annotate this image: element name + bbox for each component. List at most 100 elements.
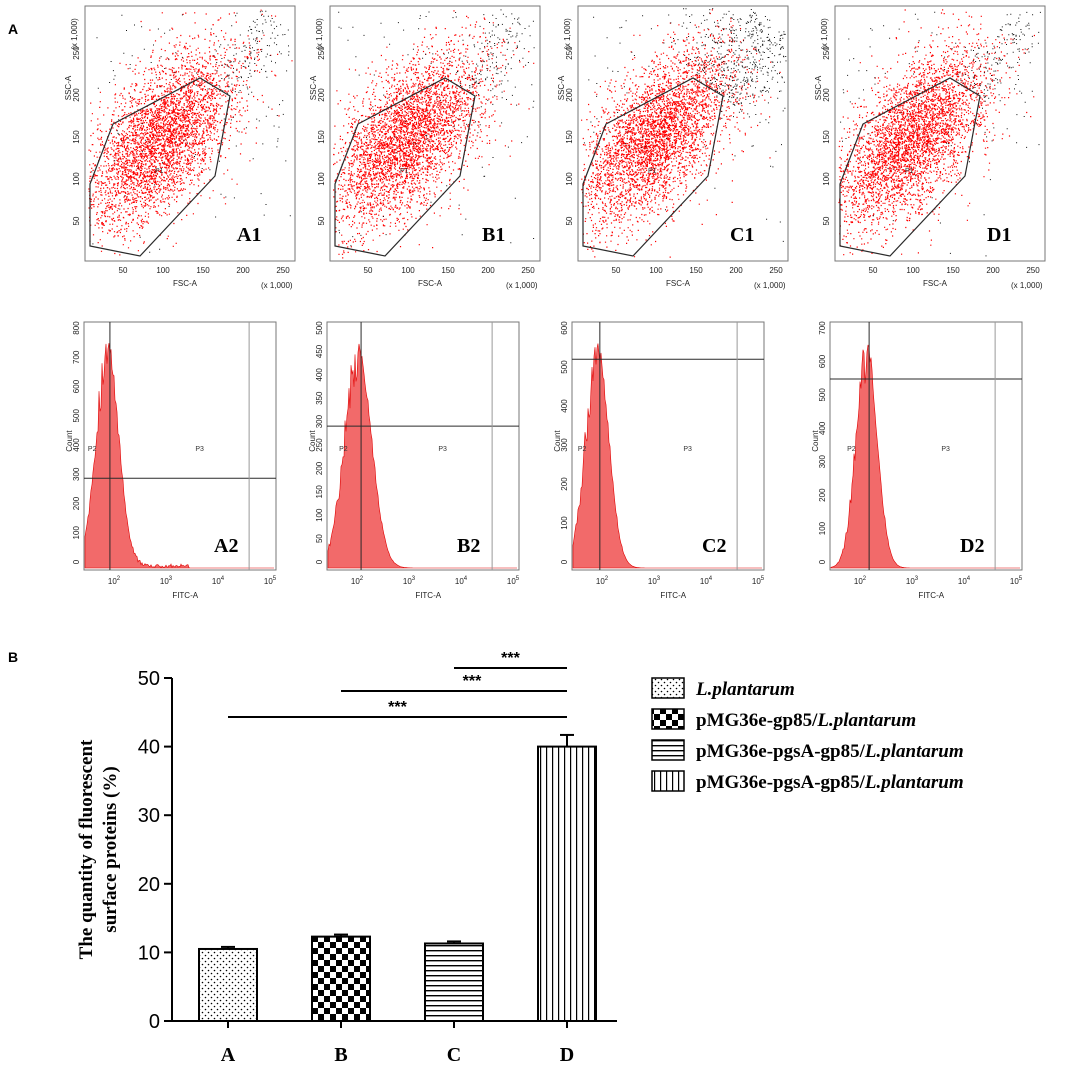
y-tick-label: 200 (560, 477, 569, 491)
x-axis-label: FITC-A (660, 591, 686, 600)
y-tick-label: 100 (72, 172, 81, 186)
histogram-plot-c2: P2 P3 C2 102 103 104 105 FITC-A 0 100 200 300 400 500… (553, 321, 765, 600)
x-tick-label: 50 (869, 266, 878, 275)
y-tick-label: 250 (822, 46, 831, 60)
scatter-plot-a1: P1 A1 50 100 150 200 250 FSC-A (x 1,000) 50 100 150… (64, 5, 296, 290)
y-tick-label: 500 (315, 321, 324, 335)
y-tick-label: 150 (72, 130, 81, 144)
bar-a (198, 947, 258, 1022)
gate-p1 (334, 77, 476, 257)
y-tick-label: 450 (315, 344, 324, 358)
y-tick-label: 100 (822, 172, 831, 186)
legend-swatch (651, 677, 685, 699)
x-tick-label-b: B (334, 1044, 347, 1066)
y-tick-label: 400 (72, 438, 81, 452)
y-tick-label: 0 (818, 559, 827, 564)
subpanel-label: B1 (482, 224, 505, 246)
scatter-frame (577, 5, 789, 262)
y-tick-label: 50 (315, 534, 324, 543)
x-tick-label: 50 (119, 266, 128, 275)
x-tick-label: 104 (212, 576, 225, 586)
y-axis-title: The quantity of fluorescent surface prote… (76, 739, 121, 959)
x-tick-label: 250 (1026, 266, 1040, 275)
y-tick-label: 150 (565, 130, 574, 144)
y-tick-label: 400 (818, 421, 827, 435)
gate-p1-label: P1 (155, 168, 164, 175)
y-tick-label: 100 (818, 521, 827, 535)
y-tick-label: 50 (565, 216, 574, 225)
y-tick-label: 500 (72, 409, 81, 423)
x-scale-note: (x 1,000) (1011, 281, 1043, 290)
x-axis-label: FSC-A (418, 279, 443, 288)
x-tick-label: 105 (752, 576, 765, 586)
x-axis-label: FSC-A (173, 279, 198, 288)
x-tick-label: 104 (958, 576, 971, 586)
y-tick-label: 300 (818, 454, 827, 468)
x-tick-label: 105 (507, 576, 520, 586)
y-tick-label: 200 (818, 488, 827, 502)
gate-p3-label: P3 (195, 446, 204, 453)
y-tick-label: 250 (72, 46, 81, 60)
y-tick-label: 250 (315, 438, 324, 452)
subpanel-label: A2 (214, 535, 238, 557)
x-tick-label-c: C (447, 1044, 461, 1066)
y-scale-note: (x 1,000) (563, 18, 572, 50)
y-tick-label: 100 (72, 526, 81, 540)
x-tick-label: 150 (196, 266, 210, 275)
x-tick-label: 250 (521, 266, 535, 275)
y-axis-label: Count (811, 430, 820, 452)
x-tick-label: 105 (1010, 576, 1023, 586)
y-tick-label: 300 (315, 414, 324, 428)
y-tick-label: 30 (138, 805, 160, 827)
bar-b (311, 935, 371, 1023)
histogram-area (84, 343, 274, 569)
y-axis-label: SSC-A (557, 75, 566, 100)
legend-label: pMG36e-gp85/L.plantarum (696, 710, 916, 731)
x-tick-label: 50 (364, 266, 373, 275)
gate-p3-label: P3 (941, 446, 950, 453)
gated-events (838, 9, 1035, 256)
y-tick-label: 400 (560, 399, 569, 413)
x-tick-label: 250 (769, 266, 783, 275)
histogram-area (327, 343, 517, 569)
x-tick-label: 50 (612, 266, 621, 275)
x-tick-label: 102 (351, 576, 364, 586)
x-tick-label: 103 (403, 576, 416, 586)
legend-swatch (651, 739, 685, 761)
x-tick-label: 103 (160, 576, 173, 586)
x-tick-label: 102 (596, 576, 609, 586)
subpanel-label: D2 (960, 535, 984, 557)
legend-item-1: L.plantarum (651, 677, 795, 700)
panel-b-letter: B (8, 649, 18, 665)
legend-label: pMG36e-pgsA-gp85/L.plantarum (696, 741, 964, 762)
gate-p2-label: P2 (339, 446, 348, 453)
scatter-events (333, 9, 535, 259)
y-axis-label: Count (553, 430, 562, 452)
y-tick-label: 0 (560, 559, 569, 564)
panel-a-letter: A (8, 21, 18, 37)
x-tick-label: 200 (986, 266, 1000, 275)
bar-c (424, 942, 484, 1022)
significance-label: *** (463, 673, 482, 690)
bar-chart: 0 10 20 30 40 50 The quantity of fluorescent su… (76, 650, 964, 1066)
y-tick-label: 500 (560, 360, 569, 374)
x-tick-label-a: A (221, 1044, 236, 1066)
gated-events (88, 9, 293, 256)
scatter-events (838, 9, 1041, 257)
gated-events (581, 9, 781, 258)
gate-p2-label: P2 (578, 446, 587, 453)
gate-p3-label: P3 (438, 446, 447, 453)
gate-p1 (582, 77, 724, 257)
histogram-plot-b2: P2 P3 B2 102 103 104 105 FITC-A 0 50 100 150 200 250 3… (308, 321, 520, 600)
y-tick-label: 500 (818, 388, 827, 402)
y-tick-label: 200 (72, 496, 81, 510)
y-tick-label: 100 (560, 516, 569, 530)
x-tick-label: 100 (649, 266, 663, 275)
scatter-plots-row: P1 A1 50 100 150 200 250 FSC-A (x 1,000) 50 100 150… (64, 5, 1046, 290)
legend-label: pMG36e-pgsA-gp85/L.plantarum (696, 772, 964, 793)
y-tick-label: 600 (560, 321, 569, 335)
legend-swatch (651, 770, 685, 792)
y-tick-label: 50 (822, 216, 831, 225)
y-axis-label: Count (65, 430, 74, 452)
